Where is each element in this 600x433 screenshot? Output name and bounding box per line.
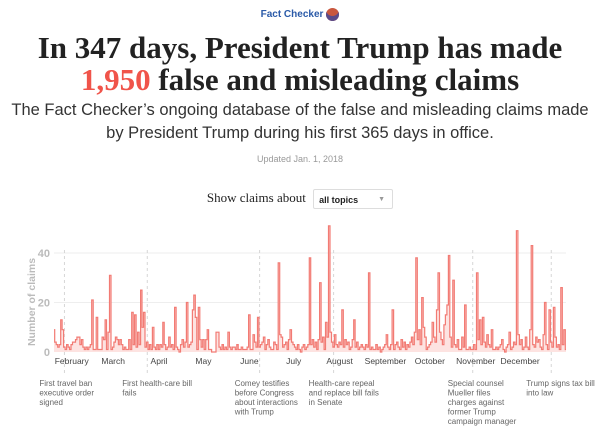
annotation-text: with Trump [234,408,275,417]
annotation-text: executive order [39,389,94,398]
y-tick-label: 20 [38,298,50,310]
annotation-text: First travel ban [39,379,92,388]
annotation-text: and replace bill fails [309,389,379,398]
x-tick-label: May [195,356,212,366]
title-line-2-rest: false and misleading claims [150,62,520,97]
subtitle-line-1: The Fact Checker’s ongoing database of t… [11,101,589,119]
x-tick-label: September [365,356,407,366]
annotation-text: in Senate [309,398,343,407]
x-tick-label: February [55,356,90,366]
x-tick-label: April [151,356,168,366]
x-tick-label: November [456,356,495,366]
chevron-down-icon: ▼ [378,196,386,203]
claims-area [54,225,566,352]
annotation-text: charges against [448,398,505,407]
brand-label: Fact Checker [260,9,324,21]
subtitle: The Fact Checker’s ongoing database of t… [0,99,600,145]
filter-label: Show claims about [206,189,306,205]
annotation-text: Special counsel [448,379,504,388]
claims-line [54,225,566,353]
y-axis-label: Number of claims [26,258,38,346]
annotation-text: First health-care bill [122,379,192,388]
annotation-text: Health-care repeal [309,379,375,388]
topic-filter: Show claims about all topics ▼ [0,189,600,209]
subtitle-line-2: by President Trump during his first 365 … [106,124,494,142]
y-tick-label: 40 [38,248,50,260]
annotation-text: signed [39,398,63,407]
title-line-1: In 347 days, President Trump has made [37,30,563,65]
page-title: In 347 days, President Trump has made 1,… [0,32,600,96]
annotation-text: fails [122,389,136,398]
x-tick-label: August [326,356,353,366]
topic-select[interactable]: all topics ▼ [313,189,394,209]
x-tick-label: June [240,356,259,366]
claims-count: 1,950 [80,62,151,97]
title-line-2: 1,950 false and misleading claims [0,64,600,96]
updated-date: Updated Jan. 1, 2018 [256,154,344,164]
x-tick-label: March [101,356,125,366]
annotation-text: campaign manager [448,417,517,426]
fact-checker-brand[interactable]: Fact Checker [0,8,600,21]
x-tick-label: October [415,356,445,366]
x-tick-label: December [501,356,540,366]
annotation-text: Mueller files [448,389,491,398]
annotation-text: about interactions [235,398,298,407]
x-tick-label: July [286,356,302,366]
annotation-text: former Trump [448,408,497,417]
annotation-text: Trump signs tax bill [526,379,595,388]
annotation-text: Comey testifies [235,379,290,388]
annotation-text: before Congress [235,389,294,398]
topic-select-value: all topics [319,195,359,205]
pinocchio-icon [326,8,340,21]
y-tick-label: 0 [44,347,50,359]
annotation-text: into law [526,389,553,398]
